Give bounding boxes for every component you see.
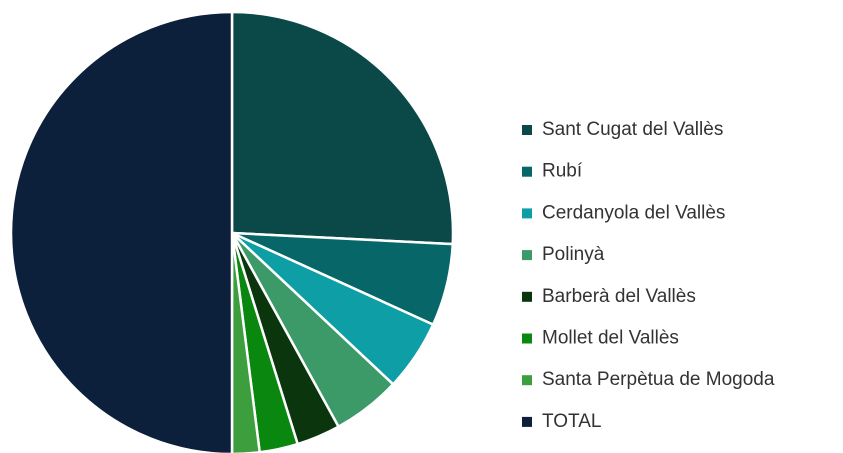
legend-swatch	[522, 375, 532, 386]
legend-label: Barberà del Vallès	[542, 286, 696, 307]
legend-label: Cerdanyola del Vallès	[542, 202, 725, 223]
legend-swatch	[522, 208, 532, 219]
legend-swatch	[522, 166, 532, 177]
legend-swatch	[522, 125, 532, 135]
legend-swatch	[522, 333, 532, 344]
legend-label: Sant Cugat del Vallès	[542, 119, 723, 140]
pie-slice	[230, 232, 262, 453]
legend-label: TOTAL	[542, 411, 601, 432]
legend-label: Polinyà	[542, 244, 605, 265]
legend-swatch	[522, 416, 532, 427]
legend-label: Santa Perpètua de Mogoda	[542, 369, 775, 390]
pie-slice	[9, 10, 234, 453]
legend-label: Rubí	[542, 161, 583, 182]
pie-slice	[230, 10, 455, 246]
legend-label: Mollet del Vallès	[542, 328, 679, 349]
legend-swatch	[522, 250, 532, 261]
legend-swatch	[522, 291, 532, 302]
